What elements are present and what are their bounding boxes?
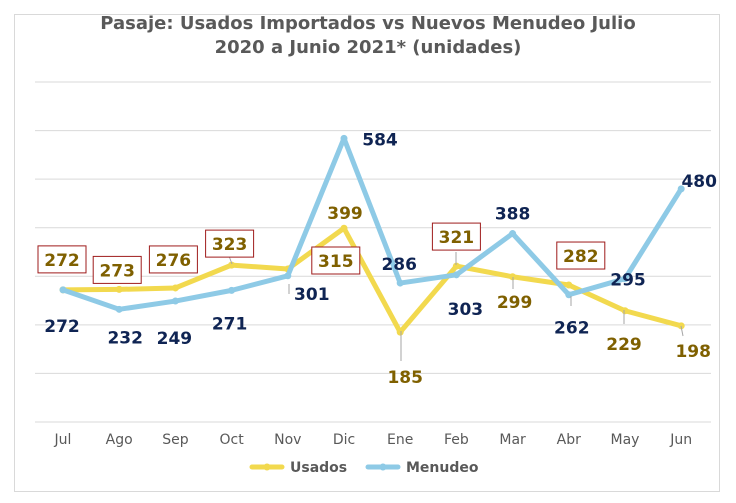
x-tick-label: Oct	[219, 432, 244, 448]
data-point-menudeo	[115, 305, 123, 313]
data-label-menudeo: 584	[362, 130, 398, 150]
x-tick-label: Mar	[499, 432, 526, 448]
data-label-box	[92, 255, 142, 284]
data-point-menudeo	[284, 272, 292, 280]
data-point-menudeo	[509, 230, 517, 238]
data-label-usados: 185	[387, 368, 423, 388]
data-label-box	[311, 246, 361, 275]
data-label-box	[148, 245, 198, 274]
data-label-menudeo: 249	[157, 329, 193, 349]
legend-label-usados: Usados	[290, 460, 347, 476]
legend: Usados Menudeo	[249, 460, 479, 476]
x-tick-label: Ago	[106, 432, 133, 448]
data-label-menudeo: 295	[610, 271, 646, 291]
data-label-usados: 321	[439, 228, 475, 248]
x-axis-ticks: Jul Ago Sep Oct Nov Dic Ene Feb Mar Abr May Jun	[54, 432, 693, 448]
series-line-menudeo	[60, 135, 684, 312]
chart-title-line1: Pasaje: Usados Importados vs Nuevos Menu…	[100, 13, 636, 34]
data-label-usados: 399	[327, 204, 363, 224]
data-point-menudeo	[452, 271, 460, 279]
x-tick-label: Abr	[557, 432, 581, 448]
data-label-menudeo: 286	[381, 255, 417, 275]
x-tick-label: May	[611, 432, 640, 448]
data-label-menudeo: 262	[554, 319, 590, 339]
x-tick-label: Feb	[444, 432, 469, 448]
x-tick-label: Jun	[669, 432, 692, 448]
data-label-menudeo: 480	[681, 172, 717, 192]
data-label-menudeo: 388	[495, 205, 531, 225]
chart-title-line2: 2020 a Junio 2021* (unidades)	[214, 37, 522, 58]
data-point-usados	[509, 273, 517, 281]
data-point-usados	[171, 284, 179, 292]
gridlines	[35, 81, 711, 423]
data-label-usados: 282	[563, 247, 599, 267]
data-label-menudeo: 271	[212, 314, 248, 334]
data-label-usados: 276	[156, 251, 192, 271]
data-point-usados	[677, 322, 685, 330]
legend-marker-usados	[263, 463, 271, 471]
data-label-box	[556, 241, 606, 270]
data-label-usados: 323	[212, 235, 248, 255]
data-label-menudeo: 301	[294, 285, 330, 305]
data-point-menudeo	[59, 286, 67, 294]
x-tick-label: Jul	[54, 432, 72, 448]
data-point-usados	[621, 307, 629, 315]
data-label-box	[205, 229, 255, 258]
data-label-usados: 315	[318, 252, 354, 272]
series-line-usados	[60, 225, 684, 335]
data-label-usados: 272	[44, 251, 80, 271]
data-point-usados	[565, 281, 573, 289]
data-point-menudeo	[228, 286, 236, 294]
label-leader-line	[680, 325, 684, 337]
data-point-menudeo	[677, 185, 685, 193]
data-label-menudeo: 303	[448, 300, 484, 320]
chart-title: Pasaje: Usados Importados vs Nuevos Menu…	[0, 12, 736, 60]
data-point-menudeo	[621, 275, 629, 283]
data-point-menudeo	[340, 134, 348, 142]
data-point-usados	[396, 328, 404, 336]
data-label-usados: 229	[606, 335, 642, 355]
x-tick-label: Dic	[333, 432, 355, 448]
data-label-usados: 273	[99, 261, 135, 281]
legend-label-menudeo: Menudeo	[406, 460, 479, 476]
data-point-usados	[452, 262, 460, 270]
data-labels: 272 273 276 323 315 399 185 321 299 282 229 198 272 2…	[37, 130, 717, 388]
legend-marker-menudeo	[379, 463, 387, 471]
data-label-box	[431, 222, 481, 251]
data-point-menudeo	[396, 279, 404, 287]
data-label-box	[37, 245, 87, 274]
series-lines	[59, 134, 685, 336]
data-label-usados: 299	[497, 293, 533, 313]
x-tick-label: Ene	[387, 432, 413, 448]
x-tick-label: Nov	[274, 432, 301, 448]
data-label-menudeo: 232	[107, 328, 143, 348]
data-point-usados	[340, 224, 348, 232]
data-label-menudeo: 272	[44, 317, 80, 337]
data-point-usados	[228, 261, 236, 269]
data-point-usados	[115, 285, 123, 293]
data-point-menudeo	[171, 297, 179, 305]
data-label-usados: 198	[675, 342, 711, 362]
x-tick-label: Sep	[162, 432, 189, 448]
